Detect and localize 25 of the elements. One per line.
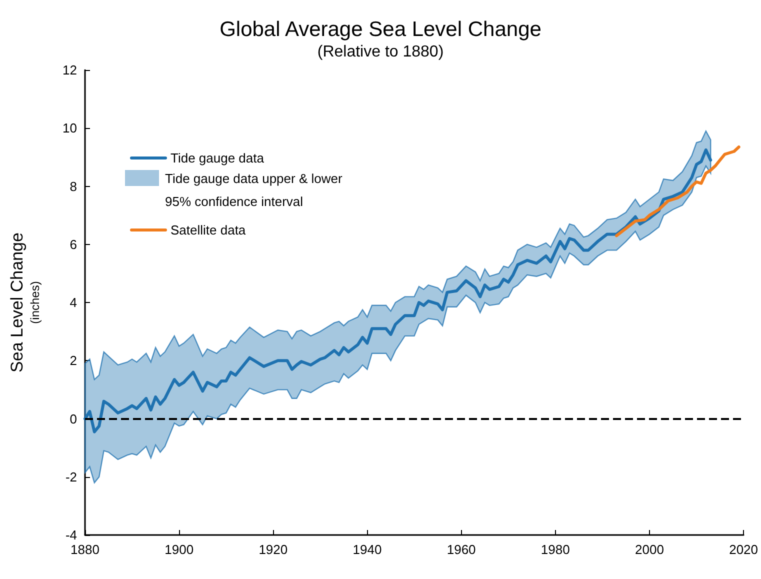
x-tick-label: 1940: [352, 542, 382, 557]
x-tick-label: 1980: [540, 542, 570, 557]
x-tick-label: 2000: [635, 542, 664, 557]
y-tick-label: -4: [65, 528, 77, 542]
line-series: [84, 148, 712, 434]
y-tick-label: -2: [65, 469, 77, 484]
y-tick-label: 12: [62, 62, 77, 78]
x-tick-label: 1960: [446, 542, 476, 557]
y-tick-label: 0: [70, 411, 77, 426]
y-tick-label: 6: [70, 236, 77, 252]
chart-subtitle: (Relative to 1880): [317, 44, 444, 60]
y-tick-label: 2: [70, 353, 77, 368]
line-series: [615, 146, 740, 238]
legend-label: Tide gauge data: [170, 150, 265, 166]
y-tick-label: 10: [62, 120, 77, 136]
y-tick-label: 8: [70, 178, 77, 194]
x-tick-label: 2020: [729, 542, 758, 557]
annotation: Tide gauge data upper & lower 95% confidence interval: [165, 170, 344, 211]
x-tick-label: 1900: [164, 542, 194, 557]
legend-label: Satellite data: [170, 222, 246, 238]
chart-title: Global Average Sea Level Change: [220, 18, 542, 41]
x-tick-label: 1880: [70, 542, 100, 557]
x-tick-label: 1920: [258, 542, 288, 557]
y-axis-title: Sea Level Change (inches): [8, 232, 42, 372]
y-tick-label: 4: [70, 295, 77, 310]
